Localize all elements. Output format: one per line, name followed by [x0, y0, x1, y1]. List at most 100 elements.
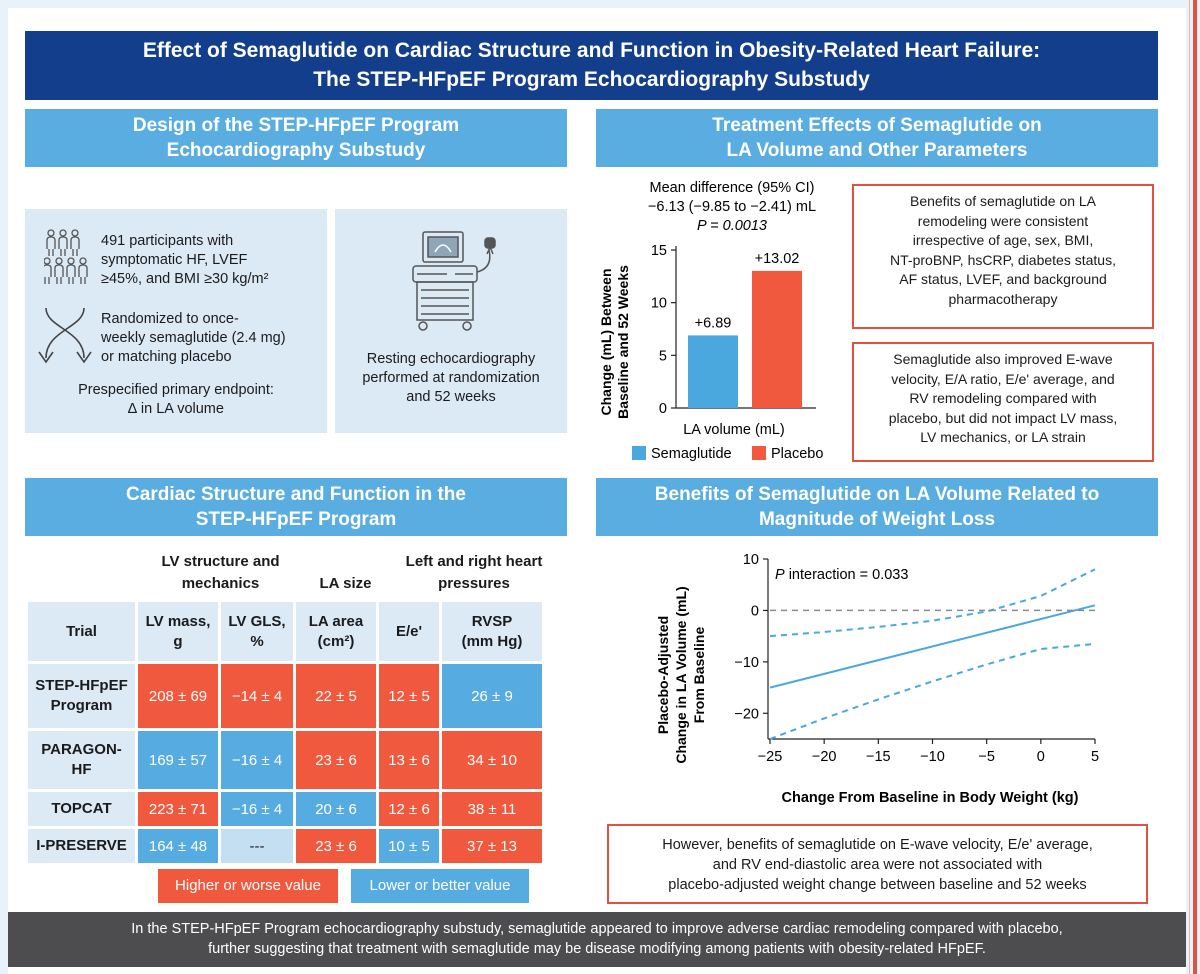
la-volume-bar-chart: Mean difference (95% CI) −6.13 (−9.85 to…	[598, 180, 823, 462]
bar-xlabel: LA volume (mL)	[683, 422, 785, 438]
participants-line2: symptomatic HF, LVEF	[101, 252, 248, 268]
table-row: TOPCAT 223 ± 71 −16 ± 4 20 ± 6 12 ± 6 38…	[28, 792, 542, 826]
footer-line1: In the STEP-HFpEF Program echocardiograp…	[131, 921, 1063, 937]
col-la-area-line1: LA area	[308, 612, 364, 630]
callout2-line1: Semaglutide also improved E-wave	[893, 351, 1113, 367]
table-section-header: Cardiac Structure and Function in the ST…	[25, 478, 567, 536]
p-interaction-rest: interaction = 0.033	[785, 567, 909, 583]
table-row: STEP-HFpEF Program 208 ± 69 −14 ± 4 22 ± …	[28, 664, 542, 728]
callout2-line3: RV remodeling compared with	[909, 390, 1097, 406]
line-x-tick-label: −10	[920, 749, 945, 765]
callout1-line5: AF status, LVEF, and background	[899, 271, 1107, 287]
callout-consistent-benefits: Benefits of semaglutide on LA remodeling…	[852, 184, 1154, 329]
col-lv-gls-line2: %	[250, 632, 264, 650]
main-title-line2: The STEP-HFpEF Program Echocardiography …	[313, 68, 870, 91]
line-x-tick-label: −15	[866, 749, 891, 765]
endpoint-text: Prespecified primary endpoint: ∆ in LA v…	[25, 381, 327, 419]
line-y-tick-label: −20	[734, 706, 759, 722]
line-y-tick-label: 0	[751, 603, 759, 619]
table-cell: 12 ± 6	[379, 792, 439, 826]
table-row: I-PRESERVE 164 ± 48 --- 23 ± 6 10 ± 5 37…	[28, 829, 542, 863]
legend-higher-worse: Higher or worse value	[158, 869, 338, 903]
main-title: Effect of Semaglutide on Cardiac Structu…	[25, 31, 1158, 100]
col-la-area-line2: (cm²)	[317, 632, 355, 650]
design-header-line1: Design of the STEP-HFpEF Program	[132, 115, 460, 136]
randomized-line2: weekly semaglutide (2.4 mg)	[101, 330, 286, 346]
bar-ylabel-line2: Baseline and 52 Weeks	[615, 265, 631, 419]
callout-other-parameters: Semaglutide also improved E-wave velocit…	[852, 342, 1154, 462]
table-cell: 20 ± 6	[296, 792, 376, 826]
line-x-tick-label: −5	[978, 749, 995, 765]
trial-name: PARAGON- HF	[28, 731, 135, 789]
line-ylabel-line2: Change in LA Volume (mL)	[673, 586, 689, 763]
weight-header-line2: Magnitude of Weight Loss	[758, 509, 996, 530]
table-cell: 10 ± 5	[379, 829, 439, 863]
line-x-tick-label: −25	[758, 749, 783, 765]
legend-semaglutide-label: Semaglutide	[651, 446, 732, 462]
trial-name: STEP-HFpEF Program	[28, 664, 135, 728]
callout2-line4: placebo, but did not impact LV mass,	[888, 409, 1118, 426]
bar-y-tick-label: 5	[659, 348, 667, 364]
col-lv-mass-line1: LV mass,	[145, 612, 211, 630]
trial-name-line2: Program	[50, 697, 113, 714]
echo-text: Resting echocardiography performed at ra…	[335, 350, 567, 407]
p-interaction-annotation: P interaction = 0.033	[775, 567, 908, 583]
table-cell: 169 ± 57	[138, 731, 218, 789]
callout2-line2: velocity, E/A ratio, E/e' average, and	[891, 370, 1115, 387]
legend-semaglutide-swatch	[632, 446, 646, 460]
weight-section-header: Benefits of Semaglutide on LA Volume Rel…	[596, 478, 1158, 536]
col-e-e-label: E/e'	[395, 622, 423, 640]
col-lv-mass: LV mass, g	[138, 602, 218, 661]
trial-name-line2: HF	[71, 761, 92, 778]
bar-title-line1: Mean difference (95% CI)	[650, 180, 815, 196]
design-participants-panel	[25, 209, 327, 433]
table-row: PARAGON- HF 169 ± 57 −16 ± 4 23 ± 6 13 ± …	[28, 731, 542, 789]
callout1-line4: NT-proBNP, hsCRP, diabetes status,	[890, 251, 1116, 268]
callout3-line2: and RV end-diastolic area were not assoc…	[712, 857, 1043, 873]
table-cell: 22 ± 5	[296, 664, 376, 728]
col-rvsp-line1: RVSP	[471, 612, 513, 630]
p-interaction-p: P	[775, 567, 785, 583]
col-trial: Trial	[28, 602, 135, 661]
right-border-rule-thin	[1189, 0, 1190, 974]
crossing-arrows-icon	[38, 307, 92, 364]
col-rvsp: RVSP (mm Hg)	[442, 602, 542, 661]
table-cell: 26 ± 9	[442, 664, 542, 728]
line-ylabel-line1: Placebo-Adjusted	[655, 616, 671, 734]
bar-ylabel-line1: Change (mL) Between	[598, 268, 614, 415]
line-xlabel: Change From Baseline in Body Weight (kg)	[781, 790, 1078, 806]
line-y-tick-label: −10	[734, 655, 759, 671]
table-header-line1: Cardiac Structure and Function in the	[126, 484, 466, 505]
legend-placebo-swatch	[752, 446, 766, 460]
table-header-row: Trial LV mass, g LV GLS,% LA area (cm²) E/…	[28, 602, 542, 661]
cardiac-comparison-table: Trial LV mass, g LV GLS,% LA area (cm²) E/…	[25, 599, 545, 866]
table-header-line2: STEP-HFpEF Program	[195, 509, 397, 530]
randomized-line3: or matching placebo	[101, 349, 232, 365]
table-cell: 164 ± 48	[138, 829, 218, 863]
people-group-icon	[44, 229, 88, 285]
group-lv-line1: LV structure and	[161, 553, 280, 570]
participants-line1: 491 participants with	[101, 233, 234, 249]
callout1-line2: remodeling were consistent	[917, 212, 1089, 229]
design-section-header: Design of the STEP-HFpEF Program Echocar…	[25, 109, 567, 167]
bar-y-tick-label: 10	[651, 296, 667, 312]
weight-loss-line-chart: Placebo-Adjusted Change in LA Volume (mL…	[655, 552, 1099, 806]
weight-header-line1: Benefits of Semaglutide on LA Volume Rel…	[654, 484, 1100, 505]
trial-name: I-PRESERVE	[28, 829, 135, 863]
callout3-line3: placebo-adjusted weight change between b…	[668, 877, 1087, 893]
bar-y-tick-label: 0	[659, 401, 667, 417]
group-lv-structure: LV structure and mechanics	[138, 551, 303, 595]
col-e-e: E/e'	[379, 602, 439, 661]
group-pressures-line1: Left and right heart	[405, 553, 543, 570]
echo-line2: performed at randomization	[362, 370, 540, 386]
conclusion-footer: In the STEP-HFpEF Program echocardiograp…	[8, 912, 1186, 967]
table-cell: −16 ± 4	[221, 731, 293, 789]
trial-name-line1: PARAGON-	[41, 741, 122, 758]
line-x-tick-label: 5	[1091, 749, 1099, 765]
series-estimate	[769, 604, 1096, 689]
echo-line1: Resting echocardiography	[366, 351, 536, 367]
col-la-area: LA area (cm²)	[296, 602, 376, 661]
callout-weight-not-associated: However, benefits of semaglutide on E-wa…	[607, 824, 1148, 904]
legend-placebo-label: Placebo	[771, 446, 823, 462]
right-border-rule	[1193, 0, 1197, 974]
